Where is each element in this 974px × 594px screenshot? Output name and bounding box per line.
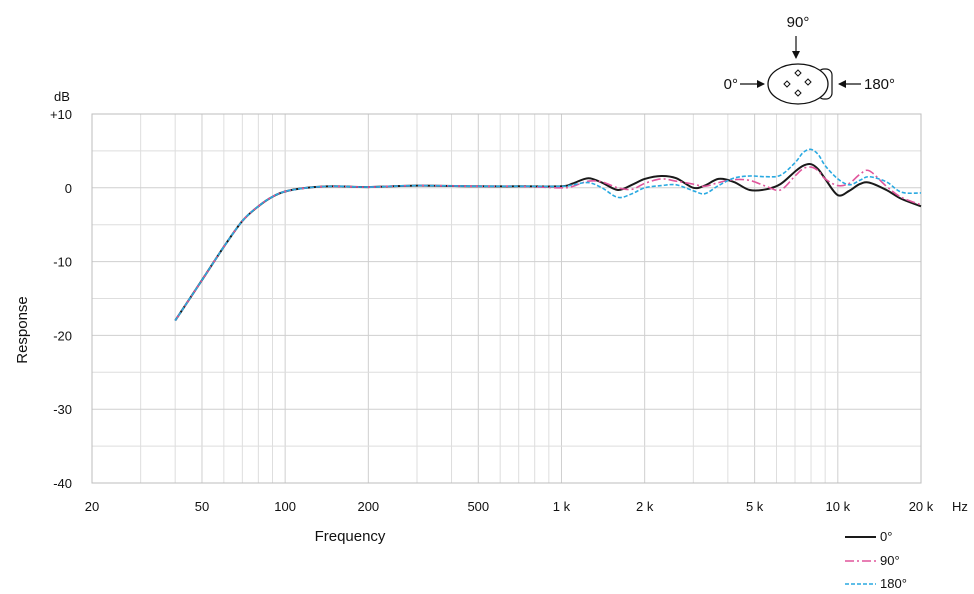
x-tick-label: 500 [467, 499, 489, 514]
x-tick-label: 200 [357, 499, 379, 514]
x-tick-label: 20 [85, 499, 99, 514]
legend-item-90deg: 90° [845, 553, 900, 568]
y-tick-label: -20 [53, 328, 72, 343]
x-tick-label: 5 k [746, 499, 764, 514]
microphone-orientation-diagram: 90° 0° 180° [724, 14, 895, 105]
legend-item-180deg: 180° [845, 576, 907, 591]
x-tick-label: 10 k [826, 499, 851, 514]
legend-item-0deg: 0° [845, 529, 892, 544]
y-tick-label: 0 [65, 181, 72, 196]
y-tick-label: -30 [53, 402, 72, 417]
x-tick-label: 100 [274, 499, 296, 514]
plot-frame [91, 113, 922, 484]
y-tick-label: -40 [53, 476, 72, 491]
y-axis-title: Response [14, 296, 31, 364]
x-axis: 20 50 100 200 500 1 k 2 k 5 k 10 k 20 k [85, 499, 934, 514]
x-tick-label: 2 k [636, 499, 654, 514]
angle-label-0: 0° [724, 76, 738, 93]
x-axis-title: Frequency [315, 528, 386, 545]
legend-label-90deg: 90° [880, 553, 900, 568]
y-axis: +10 0 -10 -20 -30 -40 [50, 107, 72, 491]
y-tick-label: +10 [50, 107, 72, 122]
y-unit-label: dB [54, 89, 70, 104]
legend-label-0deg: 0° [880, 529, 892, 544]
legend: 0° 90° 180° [845, 529, 907, 591]
series-line-180deg [174, 148, 922, 322]
microphone-icon [767, 63, 833, 105]
series-lines [174, 148, 922, 322]
x-tick-label: 20 k [909, 499, 934, 514]
x-unit-label: Hz [952, 499, 968, 514]
y-tick-label: -10 [53, 255, 72, 270]
legend-label-180deg: 180° [880, 576, 907, 591]
x-tick-label: 50 [195, 499, 209, 514]
angle-label-90: 90° [787, 14, 810, 31]
x-tick-label: 1 k [553, 499, 571, 514]
angle-label-180: 180° [864, 76, 895, 93]
